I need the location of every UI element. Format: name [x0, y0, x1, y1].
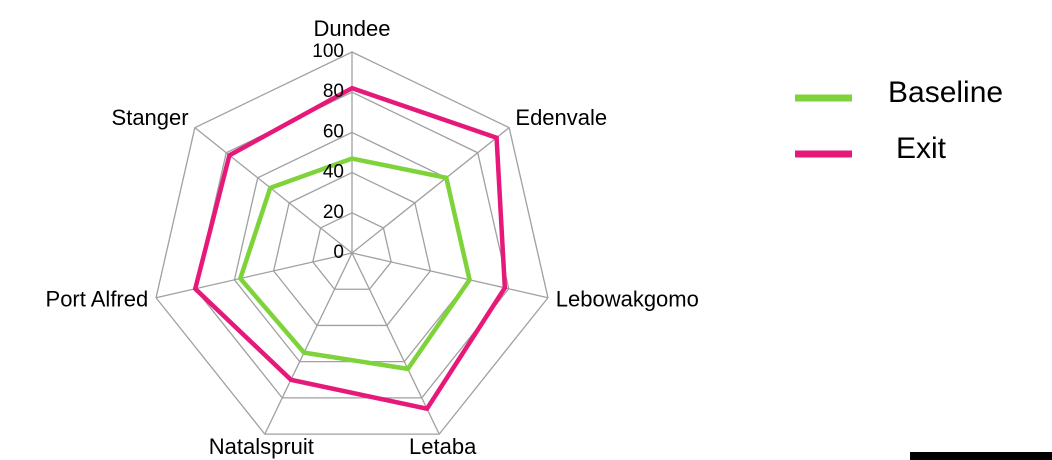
- series-line: [237, 156, 472, 372]
- tick-label: 60: [323, 121, 344, 142]
- spoke: [194, 127, 353, 254]
- grid-ring: [272, 171, 432, 327]
- grid-ring: [155, 51, 549, 435]
- legend-label: Baseline: [888, 76, 1003, 109]
- tick-label: 100: [312, 41, 344, 62]
- tick-label: 40: [323, 162, 344, 183]
- category-label: Edenvale: [515, 105, 607, 130]
- tick-label: 20: [323, 202, 344, 223]
- spoke: [351, 252, 549, 299]
- category-label: Dundee: [313, 16, 390, 41]
- tick-label: 80: [323, 81, 344, 102]
- series-line: [192, 85, 508, 412]
- category-label: Letaba: [409, 434, 477, 459]
- category-label: Port Alfred: [46, 287, 149, 312]
- category-label: Stanger: [112, 105, 189, 130]
- tick-label: 0: [333, 242, 344, 263]
- grid-ring: [312, 212, 392, 290]
- partial-element: [910, 452, 1052, 460]
- spoke: [264, 252, 353, 435]
- category-label: Lebowakgomo: [556, 287, 699, 312]
- spoke: [351, 127, 510, 254]
- category-label: Natalspruit: [209, 434, 314, 459]
- spoke: [155, 252, 353, 299]
- legend-label: Exit: [896, 132, 947, 165]
- grid-ring: [194, 91, 510, 399]
- spoke: [351, 252, 440, 435]
